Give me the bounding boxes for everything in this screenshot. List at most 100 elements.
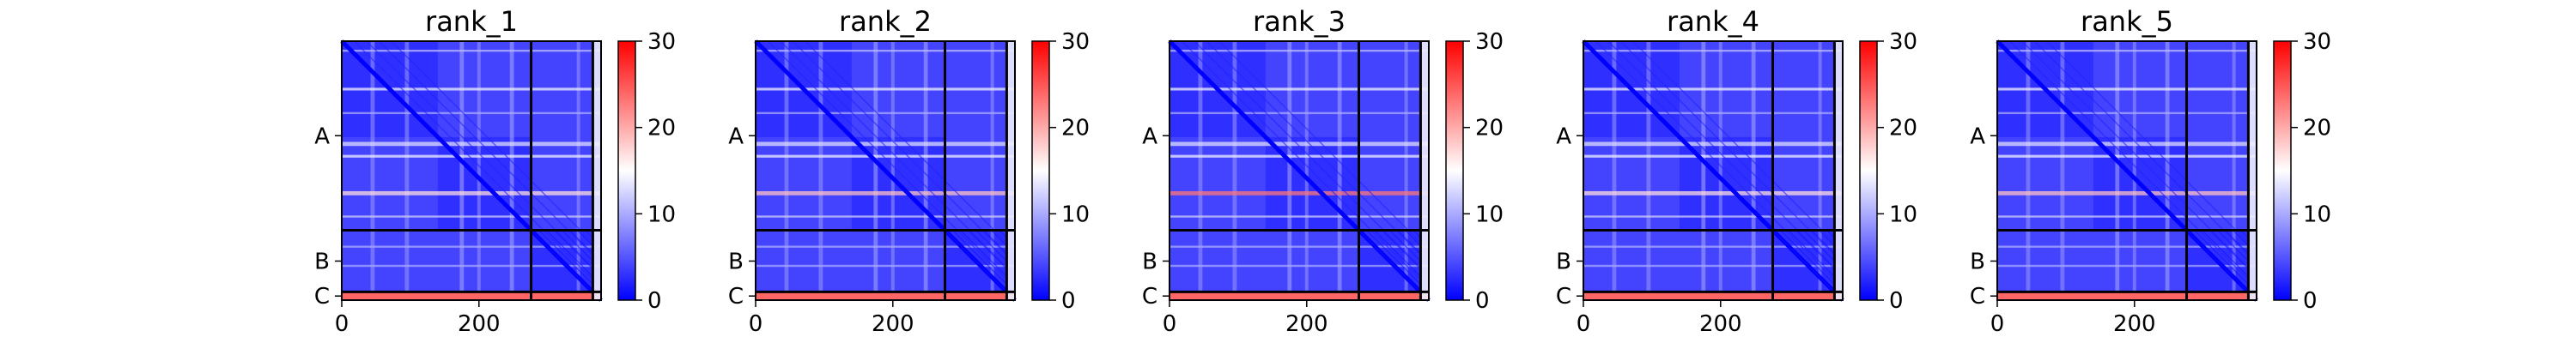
residue-row-streak bbox=[756, 190, 1015, 196]
residue-row-streak bbox=[1997, 264, 2257, 268]
residue-row-streak bbox=[1997, 245, 2257, 248]
residue-col-streak bbox=[923, 41, 928, 300]
x-tick-label: 200 bbox=[2113, 311, 2156, 337]
colorbar bbox=[2273, 40, 2292, 301]
colorbar bbox=[617, 40, 636, 301]
x-tick-label: 0 bbox=[749, 311, 763, 337]
residue-row-streak bbox=[342, 111, 601, 115]
chain-b-pattern bbox=[1819, 230, 1835, 246]
panel-title: rank_3 bbox=[1253, 5, 1346, 38]
residue-col-streak bbox=[1646, 41, 1651, 300]
chain-c-cols bbox=[2248, 41, 2257, 300]
chain-label: C bbox=[1970, 284, 1985, 310]
chain-b-pattern bbox=[1374, 230, 1421, 277]
colorbar-tick-label: 10 bbox=[1061, 202, 1090, 227]
chain-b-pattern bbox=[1366, 230, 1421, 285]
chain-b-pattern bbox=[945, 230, 1007, 292]
residue-row-streak bbox=[1583, 111, 1843, 115]
colorbar-tick-label: 30 bbox=[1061, 29, 1090, 55]
x-tick-label: 0 bbox=[335, 311, 349, 337]
chain-b-pattern bbox=[2209, 230, 2249, 269]
chain-label: C bbox=[728, 284, 744, 310]
residue-row-streak bbox=[1997, 190, 2257, 196]
off-diagonal bbox=[1619, 40, 1844, 264]
residue-col-streak bbox=[1718, 41, 1722, 300]
residue-col-streak bbox=[1198, 41, 1203, 300]
residue-col-streak bbox=[404, 41, 410, 300]
chain-c-rows bbox=[1170, 292, 1429, 300]
colorbar bbox=[1031, 40, 1050, 301]
residue-row-streak bbox=[756, 141, 1015, 147]
chain-b-pattern bbox=[538, 230, 593, 285]
off-diagonal bbox=[378, 40, 602, 264]
residue-row-streak bbox=[1997, 215, 2257, 218]
residue-row-streak bbox=[1170, 190, 1429, 196]
chain-b-pattern bbox=[1405, 230, 1421, 246]
residue-row-streak bbox=[342, 215, 601, 218]
panel-title: rank_1 bbox=[425, 5, 518, 38]
off-diagonal bbox=[2033, 40, 2257, 264]
residue-col-streak bbox=[1232, 41, 1237, 300]
residue-col-streak bbox=[2026, 41, 2031, 300]
residue-col-streak bbox=[1751, 41, 1756, 300]
panel-title: rank_4 bbox=[1667, 5, 1759, 38]
off-diagonal bbox=[2008, 40, 2257, 289]
x-tick-label: 200 bbox=[458, 311, 501, 337]
colorbar-tick-label: 0 bbox=[2303, 288, 2318, 314]
chain-b-pattern bbox=[1382, 230, 1421, 269]
colorbar bbox=[1859, 40, 1878, 301]
residue-row-streak bbox=[1997, 154, 2257, 158]
off-diagonal bbox=[780, 40, 1016, 276]
residue-row-streak bbox=[1170, 111, 1429, 115]
residue-col-streak bbox=[1701, 41, 1706, 300]
colorbar-tick-label: 20 bbox=[1475, 116, 1504, 141]
residue-row-streak bbox=[1170, 215, 1429, 218]
residue-row-streak bbox=[756, 49, 1015, 52]
chain-b-pattern bbox=[2202, 230, 2249, 277]
residue-col-streak bbox=[2060, 41, 2065, 300]
residue-col-streak bbox=[990, 41, 994, 300]
residue-col-streak bbox=[2115, 41, 2120, 300]
chain-b-pattern bbox=[2217, 230, 2249, 262]
residue-col-streak bbox=[576, 41, 580, 300]
chain-c-rows bbox=[342, 292, 601, 300]
chain-b-pattern bbox=[1811, 230, 1835, 254]
chain-b-pattern bbox=[1772, 230, 1835, 292]
residue-row-streak bbox=[1170, 141, 1429, 147]
chain-c-rows bbox=[756, 292, 1015, 300]
residue-row-streak bbox=[1583, 245, 1843, 248]
chain-b-pattern bbox=[2186, 230, 2249, 292]
axes-frame bbox=[1583, 40, 1844, 301]
chain-b-pattern bbox=[1780, 230, 1835, 285]
residue-col-streak bbox=[1612, 41, 1617, 300]
chain-label: C bbox=[1142, 284, 1157, 310]
colorbar-tick-label: 20 bbox=[647, 116, 676, 141]
axes-frame bbox=[1169, 40, 1430, 301]
colorbar-tick-label: 30 bbox=[647, 29, 676, 55]
axes-frame bbox=[341, 40, 602, 301]
chain-b-pattern bbox=[983, 230, 1007, 254]
residue-row-streak bbox=[756, 154, 1015, 158]
off-diagonal bbox=[2021, 40, 2257, 276]
residue-col-streak bbox=[1337, 41, 1342, 300]
colorbar-tick-label: 20 bbox=[1889, 116, 1917, 141]
colorbar-tick-label: 0 bbox=[1061, 288, 1076, 314]
chain-b-pattern bbox=[1389, 230, 1421, 262]
chain-label: B bbox=[1556, 249, 1571, 274]
chain-label: A bbox=[1556, 123, 1571, 149]
chain-label: B bbox=[1970, 249, 1985, 274]
colorbar-tick-label: 10 bbox=[647, 202, 676, 227]
chain-b-pattern bbox=[531, 230, 593, 292]
colorbar-tick-label: 0 bbox=[1889, 288, 1904, 314]
residue-col-streak bbox=[370, 41, 375, 300]
residue-col-streak bbox=[2232, 41, 2236, 300]
x-tick-label: 200 bbox=[1699, 311, 1742, 337]
residue-row-streak bbox=[1583, 87, 1843, 91]
